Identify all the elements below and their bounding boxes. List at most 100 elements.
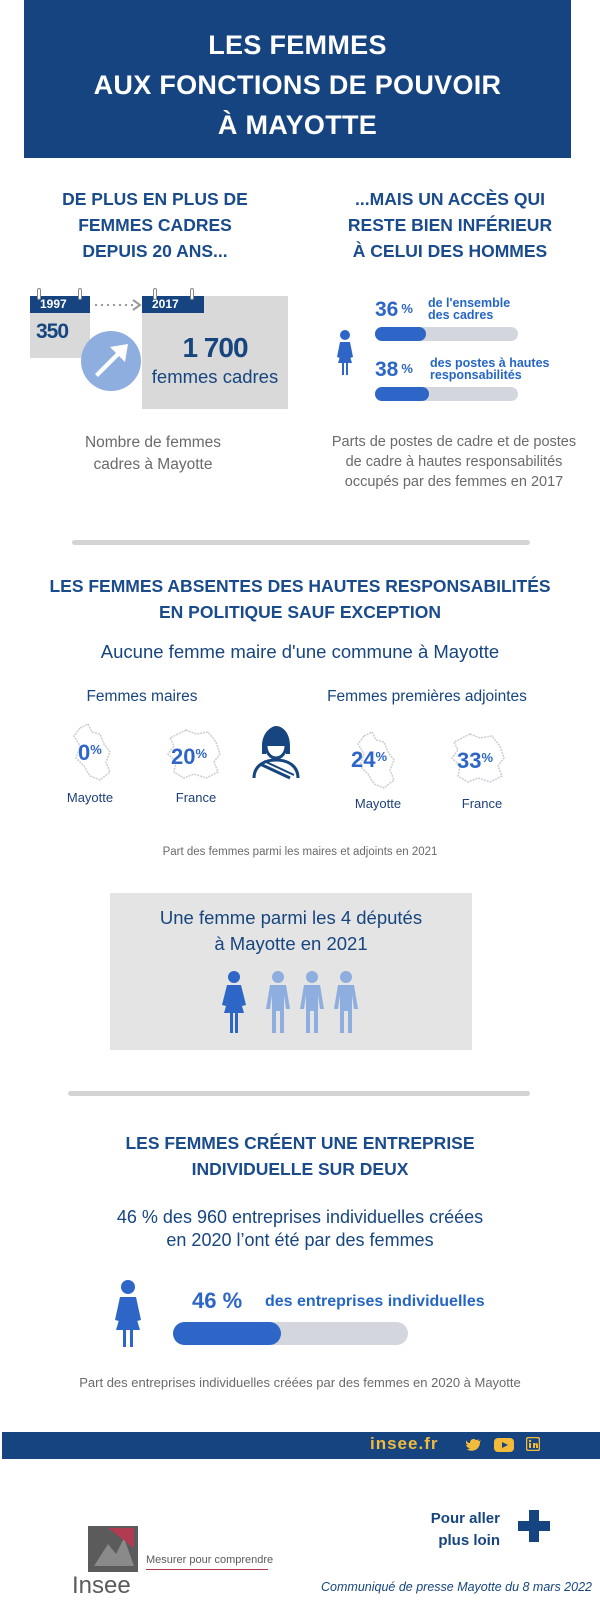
france-map-icon <box>451 733 505 783</box>
cadres-share-bar <box>375 327 518 341</box>
caption-line: Nombre de femmes <box>84 434 222 451</box>
entreprise-subtitle-line: en 2020 l’ont été par des femmes <box>166 1230 434 1250</box>
section-divider <box>68 1091 530 1096</box>
woman-icon <box>337 330 353 375</box>
share-label-line: des cadres <box>428 308 494 322</box>
pct-number: 24 <box>351 747 376 772</box>
caption-line: occupés par des femmes en 2017 <box>344 474 564 490</box>
pour-aller-plus-loin[interactable]: Pour aller plus loin <box>420 1508 500 1552</box>
politique-subtitle: Aucune femme maire d'une commune à Mayot… <box>100 641 500 662</box>
hautes-resp-share-label: des postes à hautes responsabilités <box>430 356 550 382</box>
dotted-arrow-icon <box>95 299 142 311</box>
entreprise-title-line: LES FEMMES CRÉENT UNE ENTREPRISE <box>125 1133 475 1153</box>
entreprise-share-bar <box>173 1322 408 1345</box>
maires-mayotte-value: 0% <box>78 740 102 766</box>
woman-mayor-icon <box>252 726 300 780</box>
cadres-title-line: DE PLUS EN PLUS DE <box>62 189 248 209</box>
caption-line: Parts de postes de cadre et de postes <box>331 434 577 450</box>
politique-title: LES FEMMES ABSENTES DES HAUTES RESPONSAB… <box>20 573 580 625</box>
youtube-icon[interactable] <box>494 1438 514 1452</box>
share-number: 36 <box>375 298 399 321</box>
linkedin-icon[interactable] <box>526 1437 540 1451</box>
header-title-line-1: LES FEMMES <box>208 30 387 60</box>
more-line: plus loin <box>438 1532 500 1549</box>
entreprise-share-value: 46 % <box>192 1288 243 1313</box>
politique-caption: Part des femmes parmi les maires et adjo… <box>162 846 438 858</box>
calendar-year-1997: 1997 <box>30 296 90 313</box>
woman-icon <box>222 971 246 1033</box>
plus-icon[interactable] <box>518 1510 550 1542</box>
pct-number: 33 <box>457 748 482 773</box>
entreprise-title: LES FEMMES CRÉENT UNE ENTREPRISE INDIVID… <box>60 1130 540 1182</box>
communique-date: Communiqué de presse Mayotte du 8 mars 2… <box>321 1580 592 1594</box>
acces-title-line: RESTE BIEN INFÉRIEUR <box>347 215 553 235</box>
adjointes-label: Femmes premières adjointes <box>327 688 527 705</box>
calendar-ring-icon <box>153 288 157 300</box>
adjointes-france-value: 33% <box>457 748 493 774</box>
pct-number: 0 <box>78 740 91 765</box>
tagline-underline <box>146 1569 268 1570</box>
share-unit: % <box>401 301 413 316</box>
entreprise-share-label: des entreprises individuelles <box>265 1293 485 1310</box>
calendar-ring-icon <box>37 288 41 300</box>
footer-bar: insee.fr <box>2 1432 600 1459</box>
acces-caption: Parts de postes de cadre et de postes de… <box>318 432 590 492</box>
mayotte-map-icon <box>357 730 395 789</box>
cadres-title: DE PLUS EN PLUS DE FEMMES CADRES DEPUIS … <box>40 186 270 264</box>
hautes-resp-share-bar-fill <box>375 387 430 401</box>
woman-icon <box>115 1280 141 1347</box>
man-icon <box>266 971 358 1033</box>
hautes-resp-share-value: 38% <box>375 358 413 382</box>
pct-unit: % <box>481 750 494 765</box>
section-divider <box>72 540 530 545</box>
header-title-line-3: À MAYOTTE <box>217 110 378 140</box>
share-number: 38 <box>375 358 399 381</box>
insee-logo-text: Insee <box>72 1572 131 1599</box>
pct-number: 20 <box>171 744 196 769</box>
politique-title-line: EN POLITIQUE SAUF EXCEPTION <box>159 602 441 622</box>
calendar-ring-icon <box>78 288 82 300</box>
cadres-value-1997: 350 <box>36 320 69 343</box>
calendar-ring-icon <box>190 288 194 300</box>
calendar-1997: 1997 350 <box>30 296 90 358</box>
share-label-line: des postes à hautes <box>430 356 550 370</box>
entreprise-title-line: INDIVIDUELLE SUR DEUX <box>191 1159 409 1179</box>
deputes-box: Une femme parmi les 4 députés à Mayotte … <box>110 893 472 1050</box>
cadres-caption: Nombre de femmes cadres à Mayotte <box>60 432 246 476</box>
entreprise-share-bar-fill <box>173 1322 282 1345</box>
calendar-2017: 2017 1 700 femmes cadres <box>142 296 288 409</box>
pct-unit: % <box>195 746 208 761</box>
pct-unit: % <box>90 742 102 757</box>
france-map-icon <box>167 729 221 779</box>
cadres-value-unit: femmes cadres <box>151 366 279 387</box>
share-unit: % <box>401 361 413 376</box>
entreprise-subtitle: 46 % des 960 entreprises individuelles c… <box>40 1206 560 1252</box>
twitter-icon[interactable] <box>466 1438 482 1452</box>
hautes-resp-share-bar <box>375 387 518 401</box>
adjointes-mayotte-value: 24% <box>351 747 387 773</box>
share-label-line: responsabilités <box>430 368 522 382</box>
acces-title: ...MAIS UN ACCÈS QUI RESTE BIEN INFÉRIEU… <box>335 186 565 264</box>
acces-title-line: ...MAIS UN ACCÈS QUI <box>355 189 545 209</box>
cadres-value-2017: 1 700 <box>182 332 248 363</box>
header-banner: LES FEMMES AUX FONCTIONS DE POUVOIR À MA… <box>24 0 571 158</box>
insee-tagline: Mesurer pour comprendre <box>146 1554 274 1566</box>
adjointes-france-place: France <box>461 796 503 811</box>
growth-arrow-icon <box>81 331 141 391</box>
share-label-line: de l'ensemble <box>428 296 511 310</box>
adjointes-mayotte-place: Mayotte <box>354 796 402 811</box>
cadres-share-label: de l'ensemble des cadres <box>428 296 511 322</box>
cadres-title-line: DEPUIS 20 ANS... <box>82 241 228 261</box>
insee-logo-icon <box>88 1526 138 1572</box>
mayotte-map-icon <box>73 722 111 781</box>
calendar-year-2017: 2017 <box>142 296 204 313</box>
header-title-line-2: AUX FONCTIONS DE POUVOIR <box>93 70 502 100</box>
acces-title-line: À CELUI DES HOMMES <box>352 241 548 261</box>
deputes-text-line: à Mayotte en 2021 <box>214 933 368 954</box>
politique-title-line: LES FEMMES ABSENTES DES HAUTES RESPONSAB… <box>49 576 551 596</box>
deputes-text-line: Une femme parmi les 4 députés <box>159 907 423 928</box>
deputes-text: Une femme parmi les 4 députés à Mayotte … <box>110 905 472 957</box>
cadres-share-value: 36% <box>375 298 413 322</box>
insee-site-link[interactable]: insee.fr <box>370 1434 439 1453</box>
entreprise-caption: Part des entreprises individuelles créée… <box>79 1375 521 1390</box>
